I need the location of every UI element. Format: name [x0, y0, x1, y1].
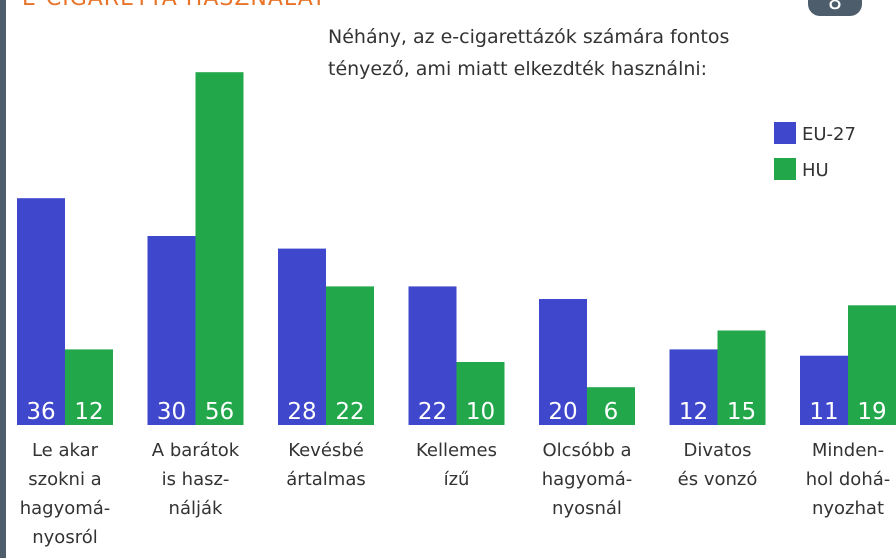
legend-label: HU — [802, 160, 829, 181]
value-label: 15 — [727, 399, 756, 425]
value-label: 22 — [418, 399, 447, 425]
legend-label: EU-27 — [802, 124, 856, 145]
value-label: 6 — [604, 399, 619, 425]
category-label: Minden- hol dohá- nyozhat — [783, 436, 896, 523]
value-label: 12 — [74, 399, 103, 425]
bar — [148, 236, 196, 425]
value-label: 19 — [857, 399, 886, 425]
subtitle: tényező, ami miatt elkezdték használni: — [328, 58, 707, 80]
bar — [196, 72, 244, 425]
value-label: 11 — [809, 399, 838, 425]
category-label: Le akar szokni a hagyomá- nyosról — [0, 436, 130, 552]
value-label: 56 — [205, 399, 234, 425]
value-label: 22 — [335, 399, 364, 425]
category-label: Kellemes ízű — [392, 436, 522, 494]
value-label: 36 — [26, 399, 55, 425]
value-label: 12 — [679, 399, 708, 425]
value-label: 20 — [548, 399, 577, 425]
category-label: A barátok is hasz- nálják — [131, 436, 261, 523]
legend-swatch — [774, 122, 796, 144]
value-label: 30 — [157, 399, 186, 425]
bar — [17, 198, 65, 425]
subtitle: Néhány, az e-cigarettázók számára fontos — [328, 26, 729, 48]
chart: E-CIGARETTA HASZNÁLAT 8 3612305628222210… — [0, 0, 896, 558]
category-label: Divatos és vonzó — [653, 436, 783, 494]
page: {"chart_data": {"type": "bar", "title": … — [0, 0, 896, 558]
category-label: Kevésbé ártalmas — [261, 436, 391, 494]
value-label: 28 — [287, 399, 316, 425]
value-label: 10 — [466, 399, 495, 425]
category-label: Olcsóbb a hagyomá- nyosnál — [522, 436, 652, 523]
legend-swatch — [774, 158, 796, 180]
